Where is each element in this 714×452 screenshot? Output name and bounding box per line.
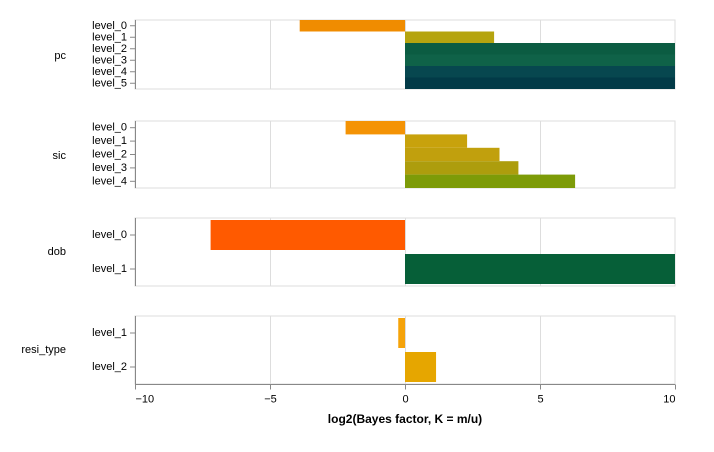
- bar-pc-level-4: [405, 66, 675, 78]
- level-label: level_1: [92, 327, 127, 339]
- panel-label: sic: [53, 150, 67, 162]
- panel-label: pc: [54, 50, 66, 62]
- bar-pc-level-0: [299, 20, 405, 32]
- level-label: level_0: [92, 229, 127, 241]
- bar-resi-type-level-2: [405, 352, 437, 382]
- bar-sic-level-0: [345, 121, 405, 135]
- x-tick-label: 10: [663, 394, 675, 406]
- bar-resi-type-level-1: [398, 318, 405, 348]
- panel-label: dob: [48, 246, 66, 258]
- level-label: level_1: [92, 135, 127, 147]
- bar-sic-level-1: [405, 134, 468, 148]
- bar-sic-level-3: [405, 161, 519, 175]
- bar-sic-level-2: [405, 147, 500, 162]
- bar-dob-level-1: [405, 254, 675, 284]
- level-label: level_5: [92, 77, 127, 89]
- level-label: level_3: [92, 54, 127, 66]
- bar-pc-level-5: [405, 77, 675, 89]
- level-label: level_4: [92, 175, 127, 187]
- bar-pc-level-1: [405, 31, 495, 43]
- x-tick-label: 0: [402, 394, 408, 406]
- x-tick-label: −10: [136, 394, 155, 406]
- level-label: level_0: [92, 122, 127, 134]
- chart-panels: level_0level_1level_2level_3level_4level…: [21, 19, 676, 385]
- level-label: level_0: [92, 20, 127, 32]
- x-axis-title: log2(Bayes factor, K = m/u): [328, 412, 482, 426]
- bar-sic-level-4: [405, 174, 576, 188]
- level-label: level_3: [92, 162, 127, 174]
- x-tick-label: 5: [537, 394, 543, 406]
- level-label: level_1: [92, 263, 127, 275]
- level-label: level_2: [92, 361, 127, 373]
- level-label: level_2: [92, 149, 127, 161]
- bar-dob-level-0: [210, 220, 405, 250]
- level-label: level_1: [92, 31, 127, 43]
- panel-resi-type: level_1 level_2 resi_type: [21, 315, 676, 385]
- panel-label: resi_type: [21, 344, 66, 356]
- x-axis-ticks: −10 −5 0 5 10: [135, 384, 676, 406]
- panel-pc: level_0level_1level_2level_3level_4level…: [54, 19, 676, 90]
- x-axis: −10 −5 0 5 10 log2(Bayes factor, K = m/u): [135, 384, 676, 426]
- level-label: level_2: [92, 43, 127, 55]
- panel-dob: level_0 level_1 dob: [48, 217, 676, 287]
- level-label: level_4: [92, 66, 127, 78]
- bar-pc-level-3: [405, 54, 675, 66]
- x-tick-label: −5: [264, 394, 277, 406]
- bar-pc-level-2: [405, 43, 675, 55]
